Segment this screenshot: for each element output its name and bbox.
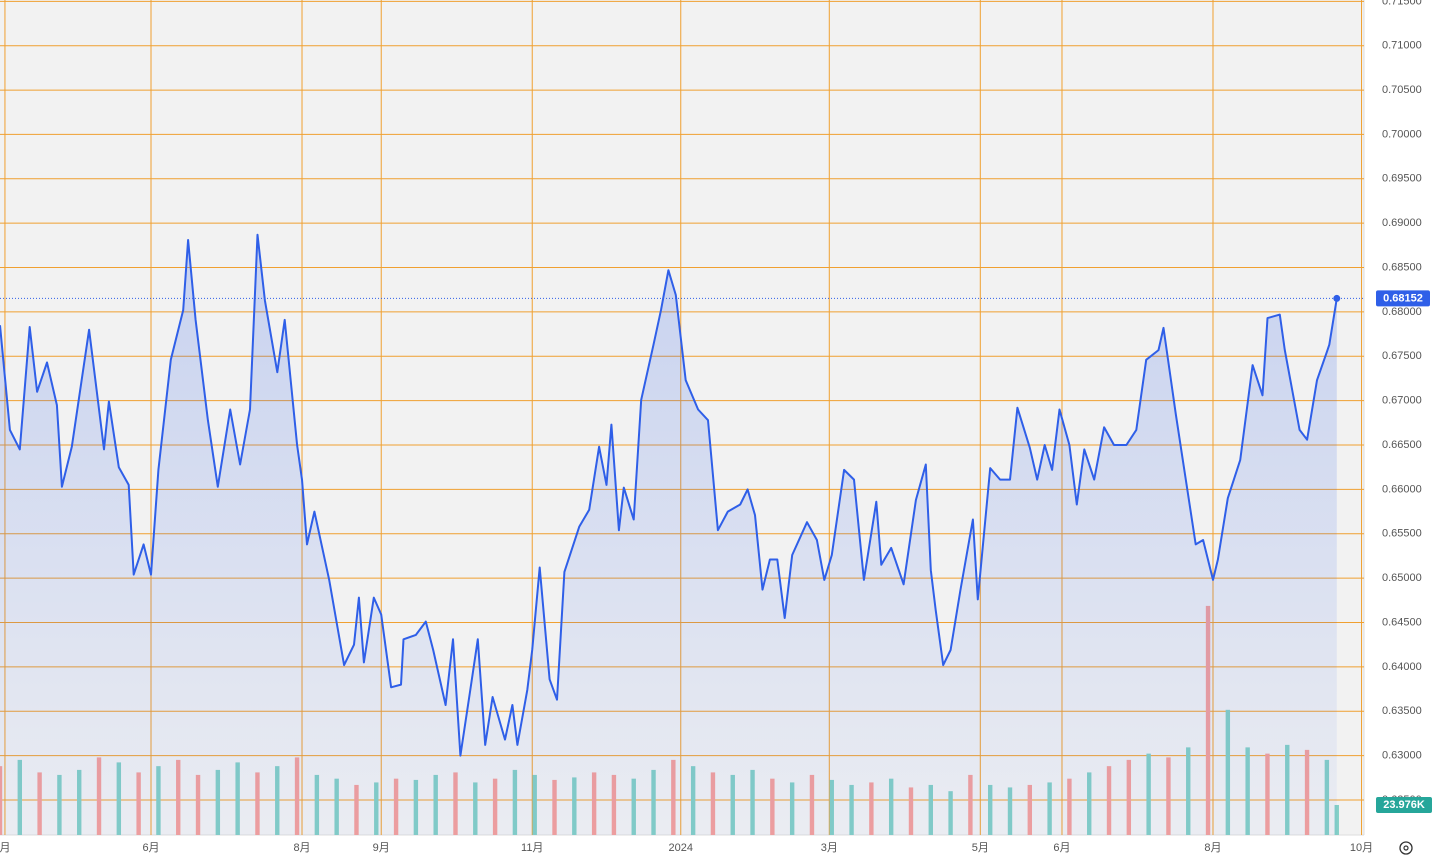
y-tick-label: 0.70000 xyxy=(1382,128,1422,140)
y-tick-label: 0.69000 xyxy=(1382,217,1422,229)
last-price-box xyxy=(1376,290,1430,307)
y-tick-label: 0.63000 xyxy=(1382,749,1422,761)
y-tick-label: 0.67500 xyxy=(1382,350,1422,362)
x-tick-label: 2024 xyxy=(669,842,693,854)
y-tick-label: 0.65500 xyxy=(1382,528,1422,540)
x-tick-label: 3月 xyxy=(821,842,838,854)
x-tick-label: 6月 xyxy=(1053,842,1070,854)
y-tick-label: 0.67000 xyxy=(1382,395,1422,407)
x-tick-label: 11月 xyxy=(521,842,543,854)
x-tick-label: 9月 xyxy=(373,842,390,854)
y-tick-label: 0.63500 xyxy=(1382,705,1422,717)
x-tick-label: 8月 xyxy=(1204,842,1221,854)
x-tick-label: 10月 xyxy=(1350,842,1373,854)
volume-label: 23.976K xyxy=(1383,799,1425,811)
y-tick-label: 0.68500 xyxy=(1382,261,1422,273)
volume-label-box xyxy=(1376,796,1432,813)
x-tick-label: 月 xyxy=(0,842,10,854)
x-tick-label: 6月 xyxy=(142,842,159,854)
y-tick-label: 0.66500 xyxy=(1382,439,1422,451)
y-tick-label: 0.71500 xyxy=(1382,0,1422,7)
y-tick-label: 0.65000 xyxy=(1382,572,1422,584)
area xyxy=(0,234,1337,835)
settings-icon[interactable] xyxy=(1399,841,1413,855)
y-tick-label: 0.68000 xyxy=(1382,306,1422,318)
y-tick-label: 0.64000 xyxy=(1382,661,1422,673)
y-tick-label: 0.66000 xyxy=(1382,483,1422,495)
y-tick-label: 0.64500 xyxy=(1382,616,1422,628)
x-tick-label: 8月 xyxy=(293,842,310,854)
last-point xyxy=(1333,294,1341,302)
x-tick-label: 5月 xyxy=(972,842,989,854)
y-tick-label: 0.71000 xyxy=(1382,40,1422,52)
y-tick-label: 0.70500 xyxy=(1382,84,1422,96)
last-price-label: 0.68152 xyxy=(1383,292,1423,304)
price-line xyxy=(0,233,1338,757)
y-tick-label: 0.69500 xyxy=(1382,173,1422,185)
